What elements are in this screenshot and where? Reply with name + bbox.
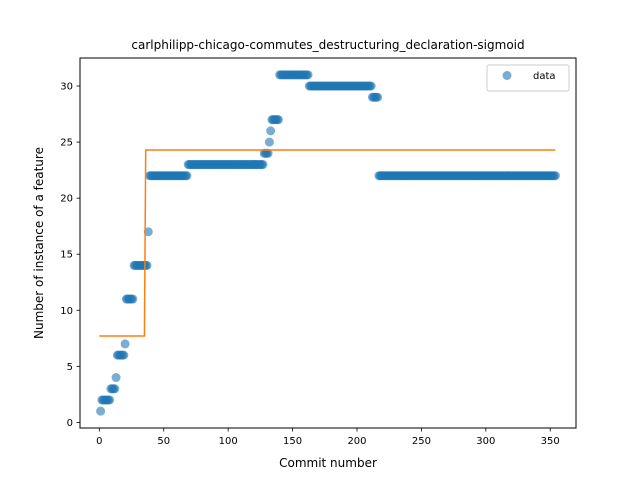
x-tick-label-350: 350 xyxy=(541,436,560,447)
data-point xyxy=(143,227,153,237)
data-point xyxy=(366,81,376,91)
data-point xyxy=(105,395,115,405)
x-tick-label-150: 150 xyxy=(283,436,302,447)
legend-marker xyxy=(502,71,512,80)
fit-line xyxy=(99,149,556,337)
x-tick-label-300: 300 xyxy=(476,436,495,447)
y-axis-label: Number of instance of a feature xyxy=(32,147,46,339)
y-tick-label-0: 0 xyxy=(67,418,73,429)
data-point xyxy=(263,148,273,158)
axes-frame xyxy=(79,57,577,429)
y-tick-label-15: 15 xyxy=(60,250,73,261)
legend-label-data: data xyxy=(533,71,556,82)
x-tick-label-100: 100 xyxy=(219,436,238,447)
data-point xyxy=(119,350,129,360)
data-point xyxy=(110,384,120,394)
y-tick-label-25: 25 xyxy=(60,138,73,149)
data-point xyxy=(111,373,121,383)
data-point xyxy=(258,160,268,170)
data-point xyxy=(128,294,138,304)
legend: data xyxy=(486,64,570,92)
data-point xyxy=(273,115,283,125)
y-tick-label-30: 30 xyxy=(60,82,73,93)
legend-box xyxy=(486,64,570,92)
data-point xyxy=(96,406,106,416)
data-point xyxy=(373,92,383,102)
x-tick-label-50: 50 xyxy=(157,436,170,447)
chart-title: carlphilipp-chicago-commutes_destructuri… xyxy=(131,38,524,52)
tick-group: 0 50 100 150 200 250 300 350 0 5 10 15 20 25 30 xyxy=(60,82,560,447)
data-point xyxy=(266,126,276,136)
y-tick-label-10: 10 xyxy=(60,306,73,317)
fit-line-group xyxy=(99,149,556,337)
y-tick-label-5: 5 xyxy=(67,362,73,373)
x-tick-label-250: 250 xyxy=(412,436,431,447)
data-marks xyxy=(96,70,560,416)
data-point xyxy=(142,260,152,270)
y-tick-label-20: 20 xyxy=(60,194,73,205)
x-tick-label-200: 200 xyxy=(347,436,366,447)
x-tick-label-0: 0 xyxy=(96,436,102,447)
data-point xyxy=(182,171,192,181)
data-point xyxy=(120,339,130,349)
data-point xyxy=(264,137,274,147)
data-point xyxy=(550,171,560,181)
x-axis-label: Commit number xyxy=(279,456,377,470)
data-point xyxy=(303,70,313,80)
